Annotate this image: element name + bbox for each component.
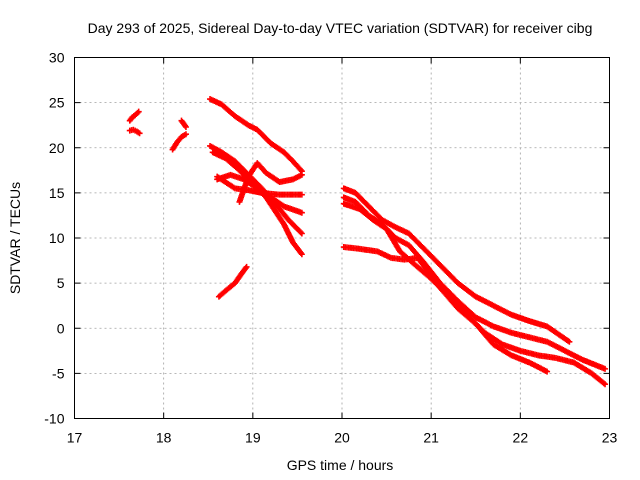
data-point [602, 381, 609, 388]
data-points [126, 96, 609, 388]
y-tick-label: 30 [49, 50, 65, 66]
x-axis-ticks: 17 18 19 20 21 22 23 [67, 57, 618, 446]
y-tick-label: 25 [49, 95, 65, 111]
data-point [136, 130, 143, 137]
y-axis-ticks: -10 -5 0 5 10 15 20 25 30 [44, 50, 610, 427]
data-point [566, 338, 573, 345]
series-C [169, 131, 189, 153]
data-point [544, 368, 551, 375]
series-A [126, 108, 142, 124]
chart-title: Day 293 of 2025, Sidereal Day-to-day VTE… [88, 20, 593, 36]
y-tick-label: 0 [57, 320, 65, 336]
series-O [340, 244, 551, 375]
data-point [298, 191, 305, 198]
x-tick-label: 18 [156, 430, 172, 446]
y-tick-label: -10 [44, 411, 64, 427]
data-point [298, 171, 305, 178]
x-axis-label: GPS time / hours [287, 457, 394, 473]
x-tick-label: 22 [513, 430, 529, 446]
y-tick-label: -5 [52, 365, 65, 381]
series-J [214, 173, 305, 198]
grid [74, 57, 610, 419]
series-K [236, 160, 305, 205]
data-point [602, 365, 609, 372]
x-tick-label: 23 [602, 430, 618, 446]
data-point [298, 251, 305, 258]
data-point [298, 209, 305, 216]
series-D [178, 117, 189, 130]
x-tick-label: 19 [245, 430, 261, 446]
x-tick-label: 20 [334, 430, 350, 446]
data-point [243, 263, 250, 270]
series-F [207, 96, 305, 175]
series-B [126, 126, 143, 137]
data-point [182, 131, 189, 138]
x-tick-label: 17 [67, 430, 83, 446]
y-tick-label: 20 [49, 140, 65, 156]
y-tick-label: 5 [57, 275, 65, 291]
y-tick-label: 15 [49, 185, 65, 201]
data-point [182, 123, 189, 130]
y-tick-label: 10 [49, 230, 65, 246]
data-point [297, 229, 304, 236]
data-point [135, 108, 142, 115]
series-E [215, 263, 250, 300]
x-tick-label: 21 [423, 430, 439, 446]
y-axis-label: SDTVAR / TECUs [7, 182, 23, 294]
series-L [340, 185, 573, 345]
data-point [298, 230, 305, 237]
